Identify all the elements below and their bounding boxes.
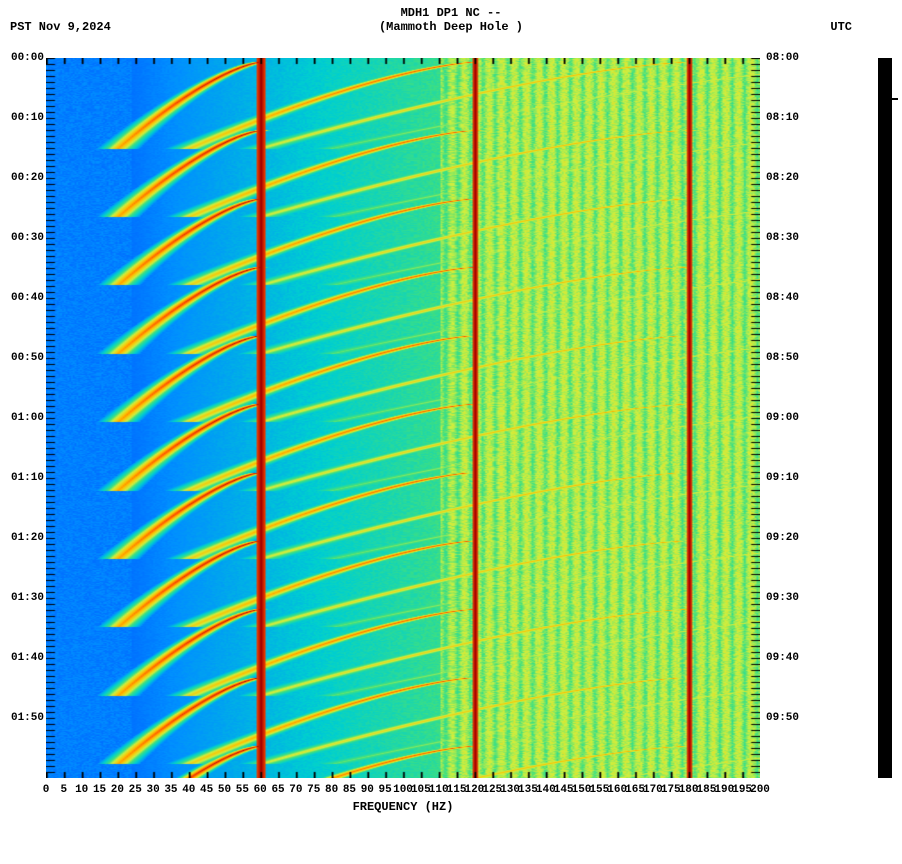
y-tick-left: 00:20 [4, 172, 44, 184]
x-tick: 80 [325, 784, 338, 796]
x-tick: 155 [589, 784, 609, 796]
x-tick: 145 [554, 784, 574, 796]
y-tick-left: 00:50 [4, 352, 44, 364]
x-tick: 185 [697, 784, 717, 796]
y-tick-left: 01:20 [4, 532, 44, 544]
sidebar-tick [892, 98, 898, 100]
x-tick: 125 [482, 784, 502, 796]
amplitude-sidebar [878, 58, 892, 778]
y-tick-right: 08:30 [766, 232, 806, 244]
y-tick-right: 09:40 [766, 652, 806, 664]
y-tick-left: 01:40 [4, 652, 44, 664]
x-tick: 65 [271, 784, 284, 796]
header-left: PST Nov 9,2024 [10, 20, 111, 34]
y-tick-left: 01:10 [4, 472, 44, 484]
x-tick: 20 [111, 784, 124, 796]
x-tick: 175 [661, 784, 681, 796]
y-tick-left: 00:10 [4, 112, 44, 124]
y-tick-right: 08:50 [766, 352, 806, 364]
x-tick: 85 [343, 784, 356, 796]
y-tick-right: 09:00 [766, 412, 806, 424]
x-tick: 55 [236, 784, 249, 796]
x-axis-label: FREQUENCY (HZ) [46, 800, 760, 814]
x-tick: 15 [93, 784, 106, 796]
x-tick: 25 [129, 784, 142, 796]
x-tick: 40 [182, 784, 195, 796]
x-tick: 130 [500, 784, 520, 796]
y-tick-right: 08:00 [766, 52, 806, 64]
x-tick: 115 [447, 784, 467, 796]
y-tick-left: 00:30 [4, 232, 44, 244]
x-tick: 95 [379, 784, 392, 796]
title-line-2: (Mammoth Deep Hole ) [0, 20, 902, 34]
spectrogram-canvas [46, 58, 760, 778]
x-tick: 10 [75, 784, 88, 796]
x-tick: 170 [643, 784, 663, 796]
y-tick-right: 08:20 [766, 172, 806, 184]
x-tick: 195 [732, 784, 752, 796]
x-tick: 160 [607, 784, 627, 796]
y-tick-left: 00:40 [4, 292, 44, 304]
x-tick: 140 [536, 784, 556, 796]
x-tick: 70 [289, 784, 302, 796]
x-tick: 110 [429, 784, 449, 796]
x-tick: 135 [518, 784, 538, 796]
x-tick: 45 [200, 784, 213, 796]
x-tick: 60 [254, 784, 267, 796]
y-tick-right: 09:20 [766, 532, 806, 544]
y-tick-right: 09:50 [766, 712, 806, 724]
header-right: UTC [830, 20, 852, 34]
y-tick-right: 09:30 [766, 592, 806, 604]
spectrogram-plot [46, 58, 760, 778]
title-line-1: MDH1 DP1 NC -- [0, 6, 902, 20]
y-tick-right: 08:10 [766, 112, 806, 124]
y-tick-left: 00:00 [4, 52, 44, 64]
x-tick: 120 [464, 784, 484, 796]
y-tick-right: 09:10 [766, 472, 806, 484]
x-tick: 105 [411, 784, 431, 796]
x-tick: 190 [714, 784, 734, 796]
y-tick-left: 01:00 [4, 412, 44, 424]
y-tick-left: 01:30 [4, 592, 44, 604]
x-tick: 150 [572, 784, 592, 796]
y-tick-right: 08:40 [766, 292, 806, 304]
x-tick: 165 [625, 784, 645, 796]
x-tick: 200 [750, 784, 770, 796]
y-tick-left: 01:50 [4, 712, 44, 724]
x-tick: 90 [361, 784, 374, 796]
x-tick: 0 [43, 784, 50, 796]
x-tick: 180 [679, 784, 699, 796]
x-tick: 30 [146, 784, 159, 796]
x-tick: 5 [61, 784, 68, 796]
x-tick: 50 [218, 784, 231, 796]
x-tick: 100 [393, 784, 413, 796]
x-tick: 75 [307, 784, 320, 796]
x-tick: 35 [164, 784, 177, 796]
